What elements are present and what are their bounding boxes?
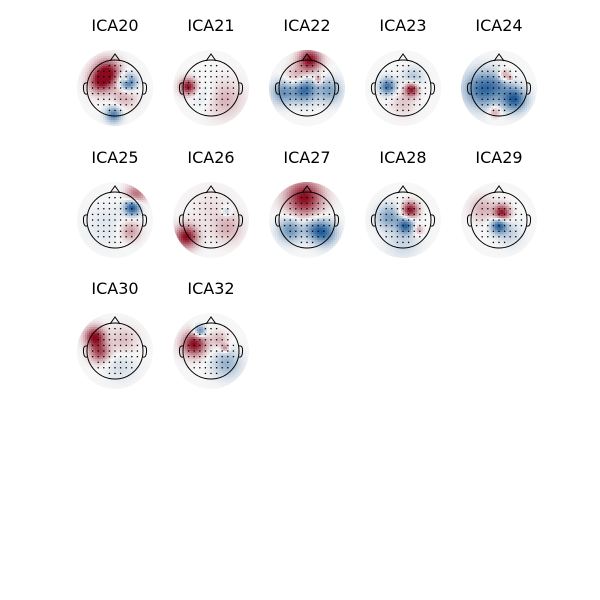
right-ear-outline: [334, 82, 340, 95]
sensor-markers: [475, 196, 523, 244]
right-ear-outline: [526, 214, 532, 227]
head-outline: [374, 59, 432, 117]
left-ear-outline: [178, 82, 184, 95]
right-ear-outline: [142, 82, 148, 95]
topomap-ica20: ICA20: [77, 16, 153, 126]
left-ear-outline: [466, 82, 472, 95]
nose-outline: [301, 185, 313, 194]
sensor-markers: [475, 64, 523, 112]
head-outline: [86, 191, 144, 249]
nose-outline: [493, 53, 505, 62]
topomap-ica32: ICA32: [173, 279, 249, 389]
topomap-title: ICA25: [91, 148, 138, 167]
topomap-title: ICA30: [91, 279, 138, 298]
topomap-title: ICA28: [379, 148, 426, 167]
left-ear-outline: [466, 214, 472, 227]
topomap-title: ICA26: [187, 148, 234, 167]
head-outline: [86, 322, 144, 380]
sensor-markers: [379, 64, 427, 112]
head-outline: [470, 59, 528, 117]
left-ear-outline: [178, 214, 184, 227]
left-ear-outline: [274, 214, 280, 227]
nose-outline: [397, 53, 409, 62]
nose-outline: [109, 185, 121, 194]
left-ear-outline: [178, 345, 184, 358]
nose-outline: [205, 185, 217, 194]
left-ear-outline: [82, 345, 88, 358]
topomap-title: ICA29: [475, 148, 522, 167]
head-outline: [374, 191, 432, 249]
right-ear-outline: [238, 82, 244, 95]
right-ear-outline: [142, 214, 148, 227]
sensor-markers: [91, 64, 139, 112]
head-outline: [278, 191, 336, 249]
topomap-title: ICA20: [91, 16, 138, 35]
nose-outline: [301, 53, 313, 62]
head-outline: [182, 322, 240, 380]
right-ear-outline: [430, 82, 436, 95]
right-ear-outline: [334, 214, 340, 227]
nose-outline: [205, 316, 217, 325]
left-ear-outline: [82, 214, 88, 227]
topomap-title: ICA22: [283, 16, 330, 35]
left-ear-outline: [274, 82, 280, 95]
right-ear-outline: [430, 214, 436, 227]
head-outline: [86, 59, 144, 117]
right-ear-outline: [238, 214, 244, 227]
nose-outline: [109, 53, 121, 62]
topomap-title: ICA21: [187, 16, 234, 35]
sensor-markers: [379, 196, 427, 244]
sensor-markers: [283, 196, 331, 244]
head-outline: [470, 191, 528, 249]
right-ear-outline: [142, 345, 148, 358]
left-ear-outline: [370, 214, 376, 227]
sensor-markers: [187, 64, 235, 112]
nose-outline: [109, 316, 121, 325]
left-ear-outline: [82, 82, 88, 95]
sensor-markers: [91, 196, 139, 244]
nose-outline: [397, 185, 409, 194]
field-map: [173, 313, 249, 389]
left-ear-outline: [370, 82, 376, 95]
topomap-title: ICA23: [379, 16, 426, 35]
head-outline: [182, 59, 240, 117]
head-outline: [182, 191, 240, 249]
nose-outline: [205, 53, 217, 62]
head-outline: [278, 59, 336, 117]
topomap-title: ICA27: [283, 148, 330, 167]
right-ear-outline: [238, 345, 244, 358]
sensor-markers: [91, 327, 139, 375]
sensor-markers: [187, 327, 235, 375]
nose-outline: [493, 185, 505, 194]
sensor-markers: [187, 196, 235, 244]
topomap-title: ICA32: [187, 279, 234, 298]
right-ear-outline: [526, 82, 532, 95]
sensor-markers: [283, 64, 331, 112]
topomap-title: ICA24: [475, 16, 522, 35]
topomap-ica24: ICA24: [461, 16, 537, 126]
